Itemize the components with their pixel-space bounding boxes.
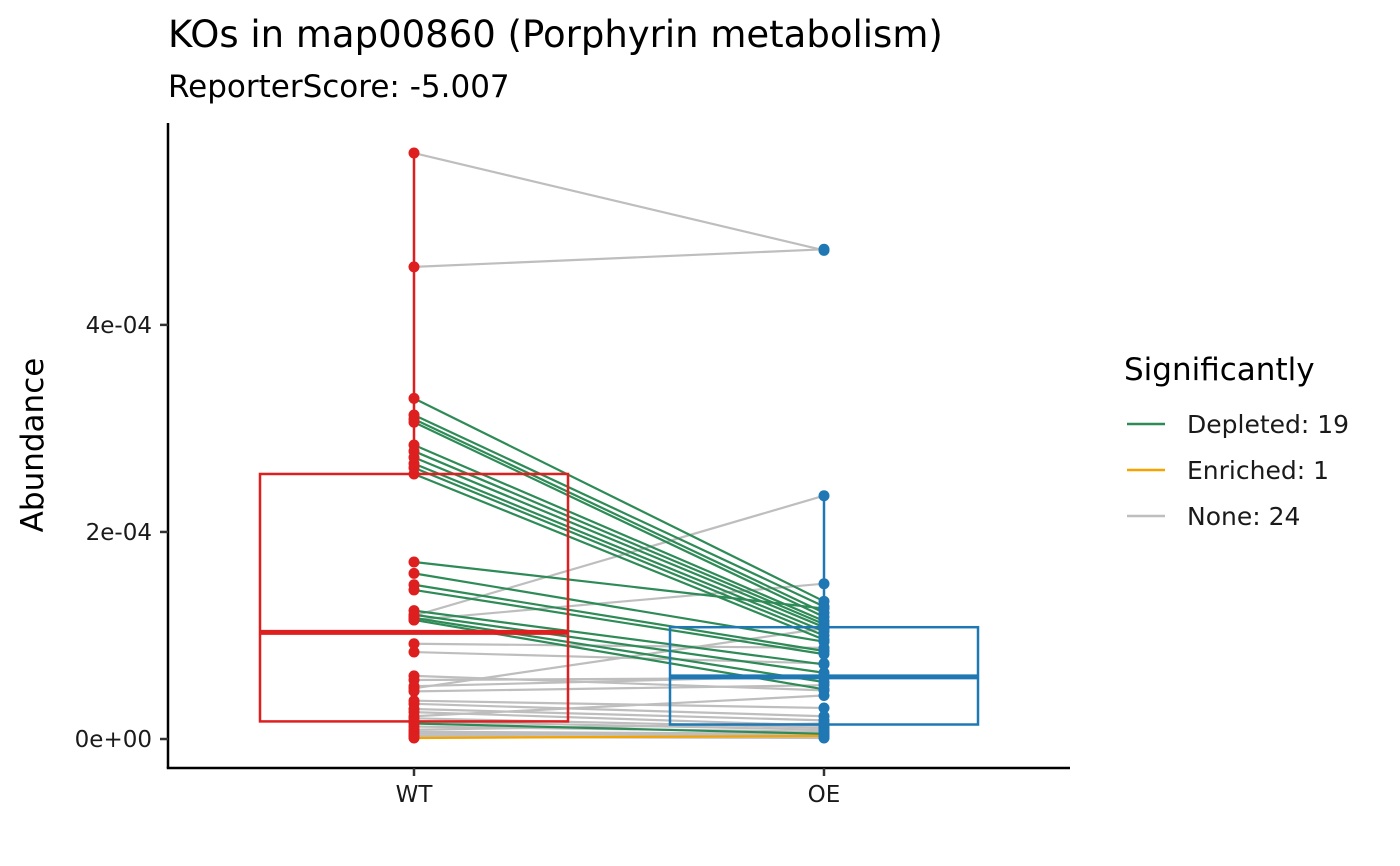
- point-wt: [408, 567, 420, 579]
- boxplots: [258, 153, 980, 740]
- paired-line-none: [413, 694, 825, 718]
- point-wt: [408, 638, 420, 650]
- point-oe: [818, 642, 830, 654]
- paired-line-depleted: [413, 397, 825, 603]
- x-tick-label: OE: [808, 782, 841, 808]
- paired-line-depleted: [413, 722, 825, 735]
- paired-line-depleted: [413, 609, 825, 666]
- y-tick-label: 0e+00: [75, 727, 152, 753]
- chart-title: KOs in map00860 (Porphyrin metabolism): [168, 13, 943, 56]
- paired-line-none: [413, 684, 825, 693]
- paired-line-depleted: [413, 560, 825, 610]
- paired-line-none: [413, 699, 825, 710]
- point-oe: [818, 490, 830, 502]
- y-tick-label: 4e-04: [86, 313, 152, 339]
- paired-line-depleted: [413, 583, 825, 653]
- paired-line-none: [413, 248, 825, 269]
- point-oe: [818, 657, 830, 669]
- legend-label: Enriched: 1: [1187, 456, 1329, 485]
- point-wt: [408, 685, 420, 697]
- paired-line-none: [413, 642, 825, 650]
- paired-line-none: [413, 730, 825, 735]
- legend-label: Depleted: 19: [1187, 410, 1349, 439]
- paired-line-depleted: [413, 572, 825, 643]
- point-oe: [818, 732, 830, 744]
- paired-line-depleted: [413, 472, 825, 641]
- legend-item-none: None: 24: [1127, 502, 1300, 531]
- point-oe: [818, 690, 830, 702]
- paired-lines: [413, 151, 825, 740]
- point-wt: [408, 147, 420, 159]
- point-oe: [818, 243, 830, 255]
- y-axis-label: Abundance: [15, 358, 51, 533]
- legend-item-depleted: Depleted: 19: [1127, 410, 1349, 439]
- point-oe: [818, 578, 830, 590]
- point-oe: [818, 679, 830, 691]
- point-wt: [408, 731, 420, 743]
- paired-line-none: [413, 582, 825, 622]
- data-points: [408, 147, 830, 744]
- point-oe: [818, 622, 830, 634]
- paired-line-depleted: [413, 413, 825, 608]
- point-oe: [818, 670, 830, 682]
- point-oe: [818, 717, 830, 729]
- point-wt: [408, 261, 420, 273]
- point-wt: [408, 614, 420, 626]
- paired-line-depleted: [413, 450, 825, 626]
- legend-item-enriched: Enriched: 1: [1127, 456, 1329, 485]
- y-tick-label: 2e-04: [86, 520, 152, 546]
- paired-line-none: [413, 732, 825, 736]
- point-wt: [408, 646, 420, 658]
- paired-line-depleted: [413, 421, 825, 618]
- point-oe: [818, 603, 830, 615]
- paired-line-none: [413, 627, 825, 690]
- legend-label: None: 24: [1187, 502, 1300, 531]
- paired-line-depleted: [413, 613, 825, 674]
- paired-line-depleted: [413, 616, 825, 684]
- legend: Significantly Depleted: 19 Enriched: 1 Non…: [1124, 352, 1349, 531]
- point-wt: [408, 392, 420, 404]
- point-wt: [408, 584, 420, 596]
- paired-line-none: [413, 151, 825, 252]
- chart-subtitle: ReporterScore: -5.007: [168, 69, 510, 105]
- paired-line-depleted: [413, 588, 825, 656]
- point-wt: [408, 556, 420, 568]
- y-axis-ticks: 0e+00 2e-04 4e-04: [75, 313, 168, 753]
- point-wt: [408, 468, 420, 480]
- x-axis-ticks: WT OE: [396, 768, 841, 808]
- paired-line-depleted: [413, 418, 825, 614]
- point-oe: [818, 702, 830, 714]
- legend-title: Significantly: [1124, 352, 1315, 388]
- paired-line-none: [413, 717, 825, 729]
- paired-line-depleted: [413, 466, 825, 637]
- paired-line-none: [413, 707, 825, 722]
- paired-line-none: [413, 702, 825, 718]
- paired-line-depleted: [413, 456, 825, 629]
- paired-line-enriched: [413, 734, 825, 740]
- paired-line-depleted: [413, 462, 825, 633]
- x-tick-label: WT: [396, 782, 434, 808]
- point-wt: [408, 416, 420, 428]
